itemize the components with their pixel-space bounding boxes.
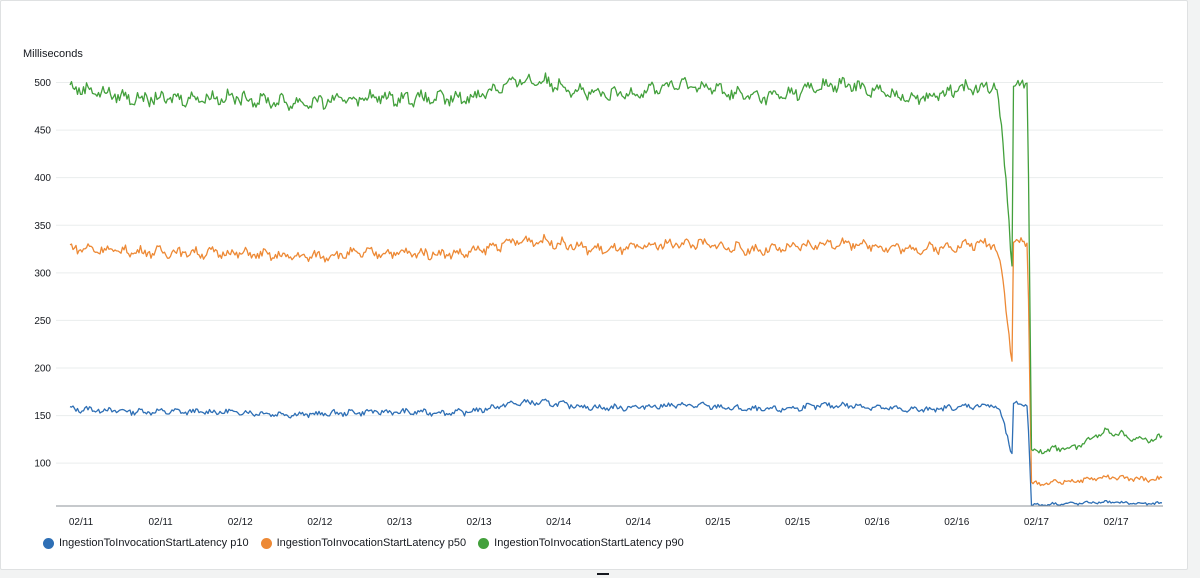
x-tick-label: 02/17 xyxy=(1103,517,1128,528)
legend-label-p10: IngestionToInvocationStartLatency p10 xyxy=(59,537,249,549)
chart-panel: Milliseconds 100 150 200 250 300 350 400 450 500… xyxy=(0,0,1188,570)
x-tick-labels: 02/11 02/11 02/12 02/12 02/13 02/13 02/14 02/14… xyxy=(69,517,1129,528)
series-line-p90[interactable] xyxy=(69,72,1163,455)
y-tick-label: 500 xyxy=(34,78,51,89)
y-tick-label: 300 xyxy=(34,268,51,279)
x-tick-label: 02/12 xyxy=(307,517,332,528)
series-line-p50[interactable] xyxy=(69,233,1163,487)
x-tick-label: 02/15 xyxy=(785,517,810,528)
x-tick-label: 02/12 xyxy=(228,517,253,528)
series-line-p10[interactable] xyxy=(69,398,1163,507)
legend-label-p90: IngestionToInvocationStartLatency p90 xyxy=(494,537,684,549)
x-tick-label: 02/13 xyxy=(467,517,492,528)
x-tick-label: 02/14 xyxy=(626,517,651,528)
y-tick-label: 150 xyxy=(34,411,51,422)
y-axis-label: Milliseconds xyxy=(23,48,83,60)
legend-item-p10[interactable]: IngestionToInvocationStartLatency p10 xyxy=(43,537,249,549)
y-tick-label: 100 xyxy=(34,459,51,470)
y-tick-label: 250 xyxy=(34,316,51,327)
legend-swatch-p10 xyxy=(43,537,54,549)
x-tick-label: 02/13 xyxy=(387,517,412,528)
legend-item-p50[interactable]: IngestionToInvocationStartLatency p50 xyxy=(260,537,467,549)
x-tick-label: 02/15 xyxy=(705,517,730,528)
legend-swatch-p50 xyxy=(260,537,272,549)
x-tick-label: 02/16 xyxy=(944,517,969,528)
x-tick-label: 02/11 xyxy=(69,517,94,528)
x-tick-label: 02/11 xyxy=(148,517,173,528)
x-tick-label: 02/17 xyxy=(1024,517,1049,528)
gridlines xyxy=(56,82,1163,464)
x-tick-label: 02/14 xyxy=(546,517,571,528)
series-lines xyxy=(69,72,1163,507)
resize-handle[interactable] xyxy=(597,573,609,575)
y-tick-label: 400 xyxy=(34,173,51,184)
y-tick-label: 350 xyxy=(34,221,51,232)
legend: IngestionToInvocationStartLatency p10 In… xyxy=(43,537,684,549)
y-tick-labels: 100 150 200 250 300 350 400 450 500 xyxy=(34,78,51,470)
x-tick-label: 02/16 xyxy=(865,517,890,528)
y-tick-label: 200 xyxy=(34,364,51,375)
y-tick-label: 450 xyxy=(34,126,51,137)
legend-label-p50: IngestionToInvocationStartLatency p50 xyxy=(276,537,467,549)
legend-swatch-p90 xyxy=(478,537,490,549)
legend-item-p90[interactable]: IngestionToInvocationStartLatency p90 xyxy=(478,537,684,549)
